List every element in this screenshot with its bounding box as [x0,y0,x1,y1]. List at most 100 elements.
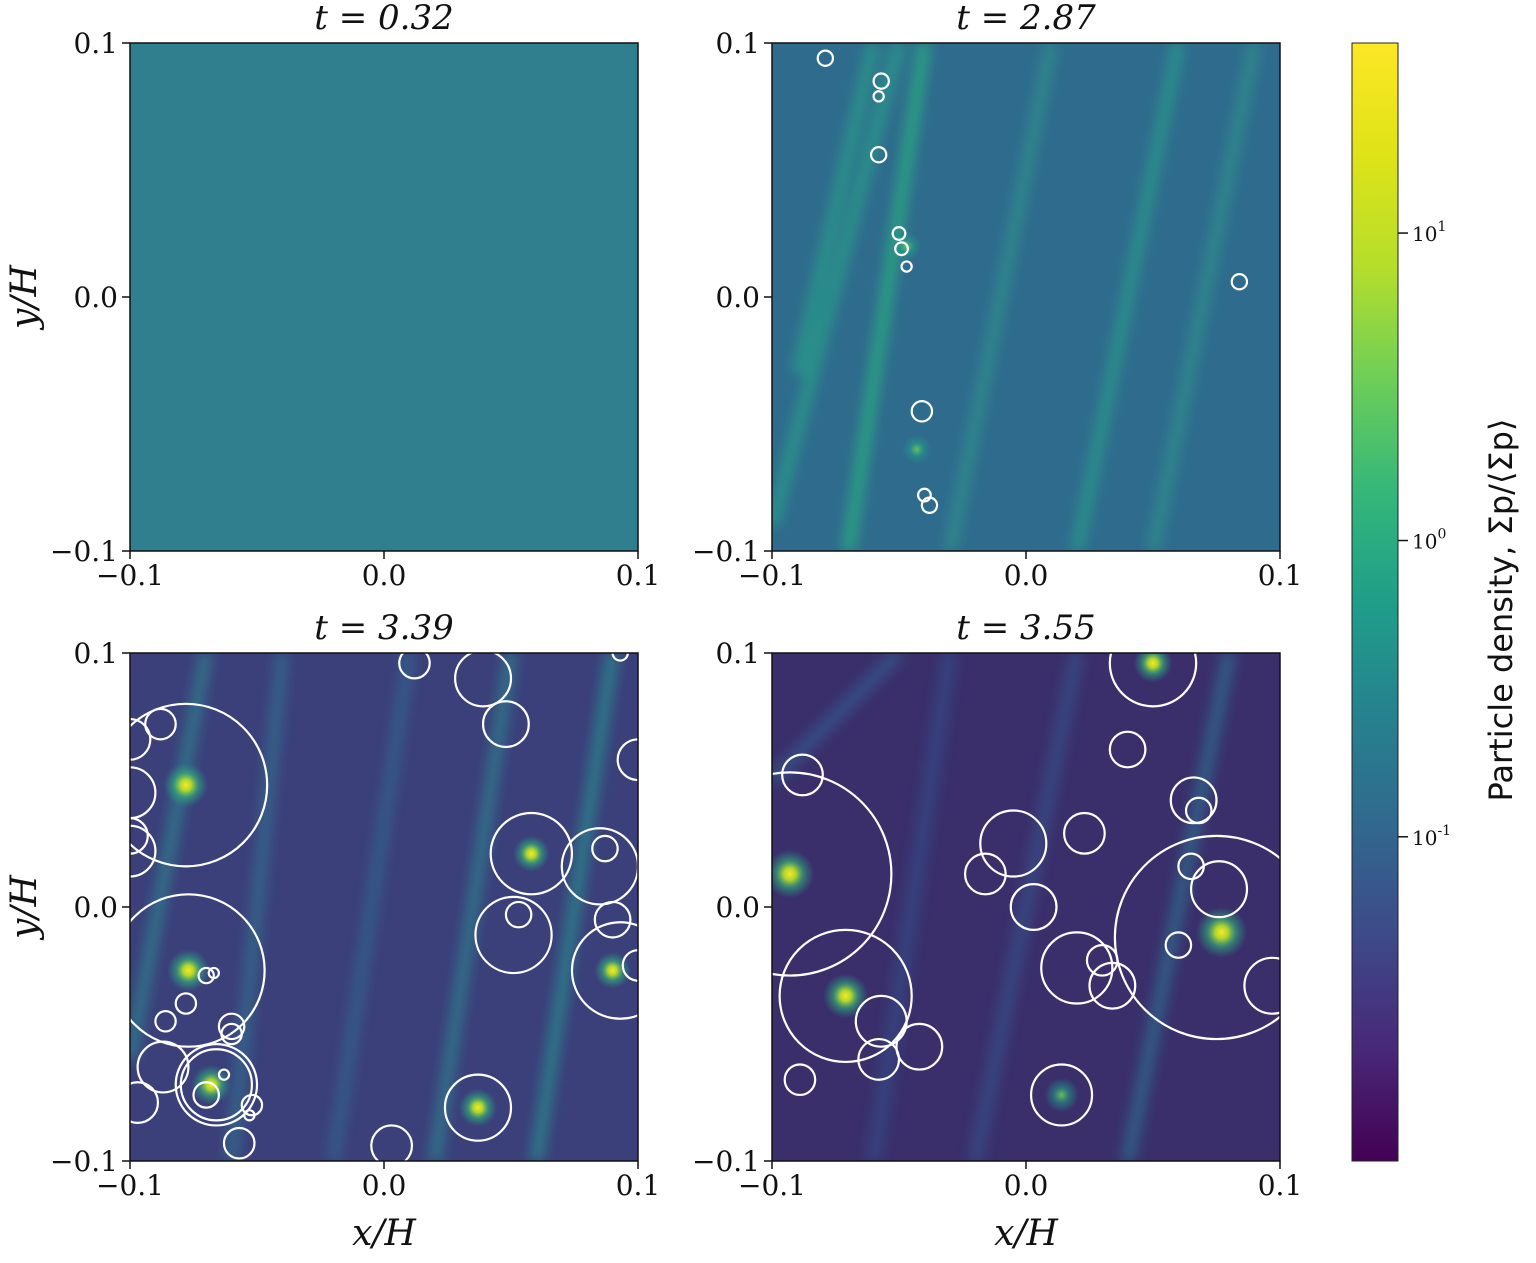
y-tick-label: −0.1 [50,535,118,568]
clump-circle [443,1073,513,1142]
x-tick-label: 0.1 [1258,559,1303,592]
density-clump [772,849,815,899]
x-axis-label: x/H [352,1213,416,1254]
panel-3: t = 3.39 −0.1−0.1 0.0 0.0 0.1 0.1 y/H x/H [4,608,660,1254]
clump-circle [772,771,893,977]
clump-circle [130,1081,160,1124]
clump-circle [240,1093,264,1117]
colorbar-gradient [1351,42,1399,1162]
clump-circle [136,1040,190,1094]
clump-circle [370,1124,414,1161]
clump-circle [920,496,939,515]
panel-title: t = 3.39 [314,608,453,648]
y-tick-label: 0.1 [715,637,760,670]
clump-circle [621,949,638,982]
clump-circle [504,900,533,929]
x-tick-label: 0.0 [1004,559,1049,592]
clump-circle [1085,944,1119,977]
clump-circle [781,753,824,797]
density-filament [772,43,906,528]
clump-circle [144,707,177,741]
clump-circle [900,260,913,273]
clump-circle [869,146,888,164]
heatmap-background [130,43,638,551]
density-filament [790,43,881,375]
clump-circle [910,400,934,423]
clump-circle [222,1126,256,1160]
density-filament [326,653,417,1161]
clump-circle [570,921,638,1020]
clump-circle [130,824,157,878]
x-axis-label: x/H [994,1213,1058,1254]
density-filament [841,43,932,551]
clump-circle [1190,860,1249,919]
density-clump [166,949,210,992]
clump-circle [1040,931,1114,1005]
x-tick-label: −0.1 [738,559,806,592]
colorbar: 101 100 10-1 Particle density, Σp/⟨Σp⟩ [1351,42,1520,1162]
clump-circle [963,852,1007,896]
colorbar-label: Particle density, Σp/⟨Σp⟩ [1482,419,1520,802]
clump-circle [1230,273,1249,291]
clump-circle [220,1022,243,1046]
panel-1: t = 0.32 −0.1−0.1 0.0 0.0 0.1 0.1 y/H [4,0,660,592]
clump-circle [783,1063,817,1097]
clump-circle [593,900,632,939]
density-filament [224,653,290,1161]
clump-circle [895,1022,944,1071]
y-tick-label: 0.0 [715,891,760,924]
clump-circle [1029,1063,1094,1127]
clump-circle [174,992,198,1015]
y-tick-label: −0.1 [692,1145,760,1178]
clump-circle [174,1043,259,1127]
y-tick-label: 0.0 [73,281,118,314]
clump-circle [154,1010,177,1033]
colorbar-tick-label: 10-1 [1412,823,1451,850]
clump-circle [217,1068,231,1081]
density-filament [427,653,518,1161]
density-filament [968,653,1084,1161]
density-clump [823,973,869,1019]
y-tick-label: 0.1 [73,637,118,670]
clump-circle [1108,730,1147,769]
x-tick-label: −0.1 [96,559,164,592]
clump-circle [481,700,530,749]
panel-2: t = 2.87 −0.1−0.1 0.0 0.0 0.1 0.1 [692,0,1302,592]
density-clump [458,1088,498,1127]
density-filament [1069,43,1186,551]
clump-circle [816,49,835,67]
density-clump [594,952,631,989]
clump-circle [854,994,908,1048]
clump-circle [130,702,269,868]
x-tick-label: −0.1 [96,1169,164,1202]
clump-circle [197,966,215,985]
y-axis-label: y/H [4,264,45,330]
x-tick-label: −0.1 [738,1169,806,1202]
x-tick-label: 0.0 [362,1169,407,1202]
density-clump [512,835,550,873]
clump-circle [130,893,266,1048]
clump-circle [1113,834,1280,1041]
clump-circle [474,895,553,975]
y-tick-label: −0.1 [692,535,760,568]
density-filament [866,653,957,1161]
x-tick-label: 0.1 [1258,1169,1303,1202]
density-clump [191,1064,232,1105]
clump-circle [891,226,907,241]
clump-circle [130,766,157,820]
clump-circle [398,653,431,680]
y-tick-label: −0.1 [50,1145,118,1178]
density-filament [130,653,214,1061]
x-tick-label: 0.0 [1004,1169,1049,1202]
density-filament [1146,43,1262,551]
density-clump [163,762,209,808]
y-axis-label: y/H [4,874,45,940]
x-tick-label: 0.1 [616,559,661,592]
clump-circle [1184,796,1213,825]
clump-circle [1108,653,1198,708]
clump-circle [560,827,638,906]
clump-circle [857,1037,901,1081]
colorbar-tick-label: 101 [1412,219,1446,246]
density-filament [772,653,904,785]
